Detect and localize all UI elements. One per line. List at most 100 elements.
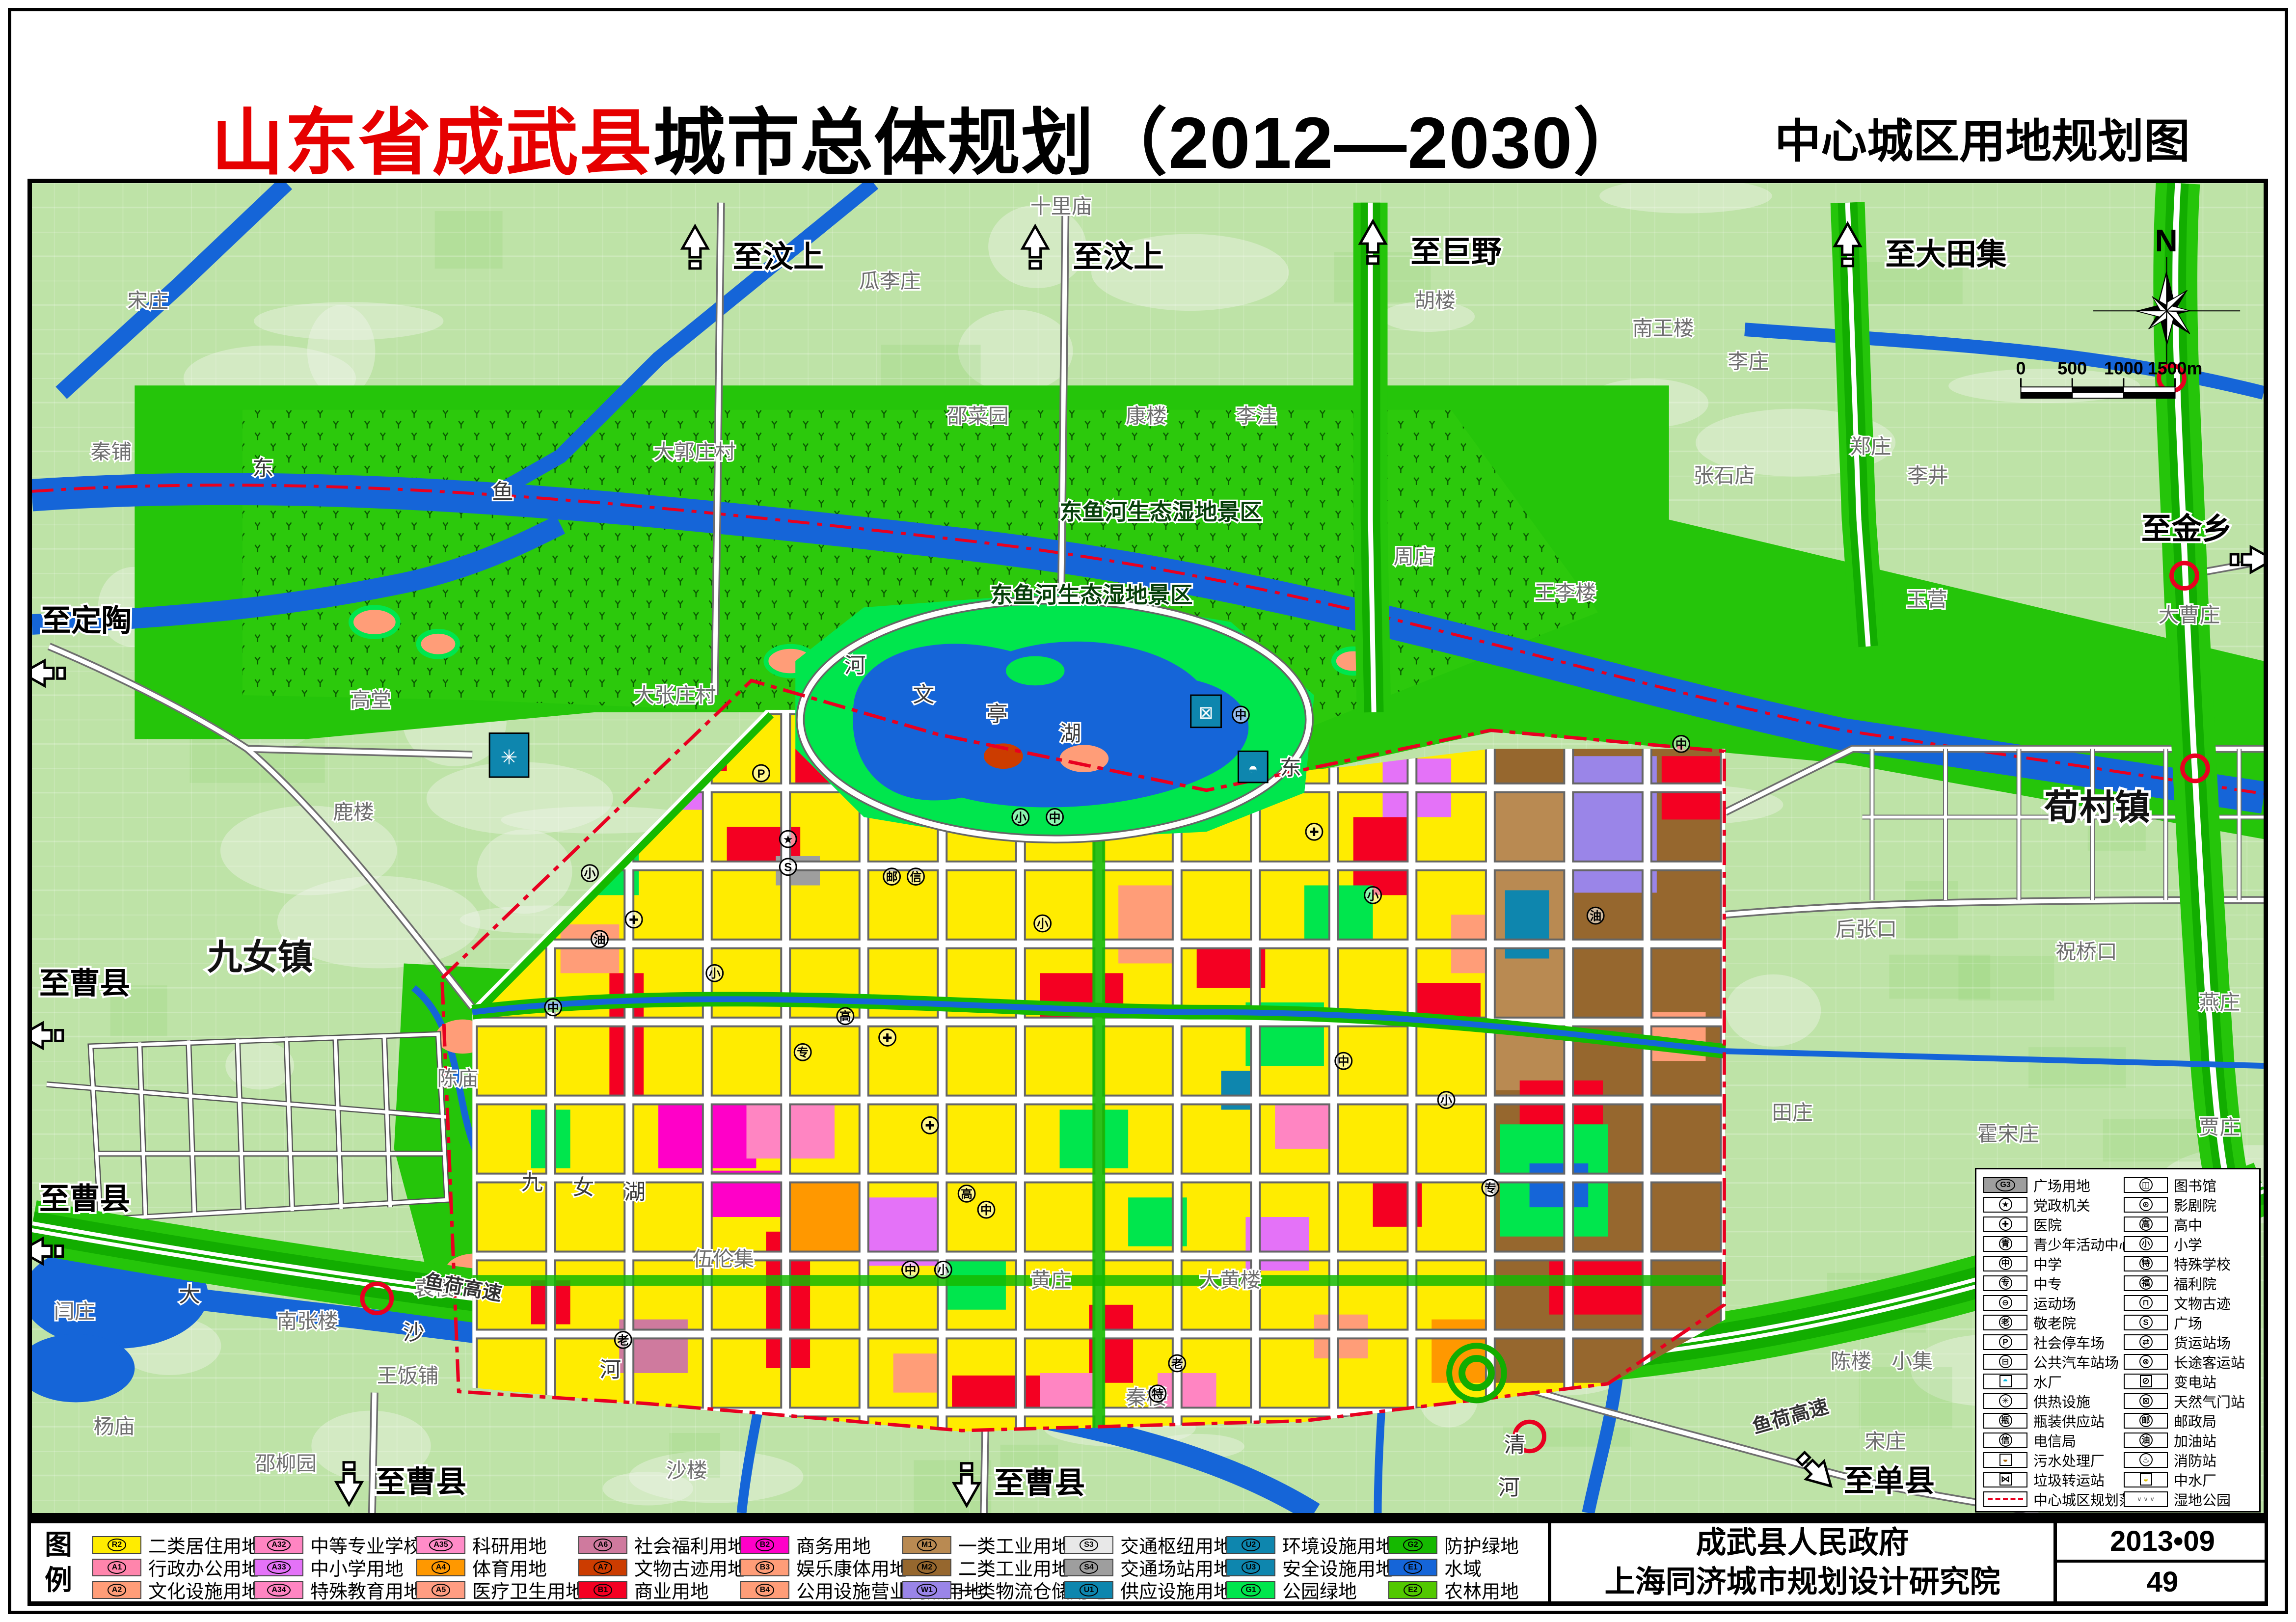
facility-symbol: ✚: [1305, 822, 1324, 841]
map-legend-label: 党政机关: [2033, 1198, 2091, 1214]
svg-text:特: 特: [1152, 1388, 1163, 1401]
facility-symbol: ★: [779, 830, 797, 848]
facility-symbol: 小: [1364, 886, 1382, 904]
square-icon: ◒: [2124, 1471, 2168, 1487]
landuse-patch: [1118, 885, 1172, 964]
map-label: 河: [844, 653, 866, 677]
circle-icon: 福: [2124, 1275, 2168, 1291]
map-legend-row: ⊗ 长途客运站: [2124, 1352, 2245, 1371]
legend-caption: 图 例: [45, 1529, 72, 1595]
circle-icon: 专: [1983, 1275, 2027, 1291]
legend-swatch: B3: [740, 1558, 789, 1576]
svg-text:油: 油: [1590, 910, 1601, 923]
map-legend-label: 运动场: [2033, 1296, 2077, 1312]
map-legend-row: 邮邮政局: [2124, 1411, 2216, 1430]
government-name: 成武县人民政府: [1696, 1525, 1909, 1560]
svg-text:小: 小: [1037, 918, 1049, 931]
map-legend-label: 长途客运站: [2174, 1355, 2245, 1371]
circle-icon: S: [2124, 1314, 2168, 1330]
map-label: 黄庄: [1030, 1269, 1072, 1292]
map-label: 田庄: [1772, 1101, 1813, 1124]
map-legend-row: 专中专: [1983, 1273, 2062, 1293]
facility-symbol: 高: [957, 1184, 976, 1203]
page-subtitle: 中心城区用地规划图: [1775, 115, 2190, 167]
direction-label: 至曹县: [376, 1465, 466, 1499]
map-legend-label: 高中: [2174, 1217, 2203, 1234]
legend-label: 科研用地: [472, 1537, 547, 1557]
map-legend-label: 广场: [2174, 1316, 2203, 1332]
map-legend-label: 垃圾转运站: [2033, 1473, 2105, 1489]
legend-item: A5 医疗卫生用地: [416, 1576, 584, 1603]
map-legend-label: 中学: [2033, 1257, 2062, 1273]
legend-label: 环境设施用地: [1282, 1537, 1395, 1557]
map-legend-row: 中中学: [1983, 1254, 2062, 1273]
legend-swatch: E1: [1388, 1558, 1437, 1576]
legend-swatch: B1: [578, 1581, 627, 1599]
boundary-along-river: [32, 484, 2264, 795]
svg-text:★: ★: [783, 833, 793, 846]
map-label: 湖: [1060, 722, 1081, 746]
map-label: 大: [179, 1283, 200, 1307]
map-label: 秦铺: [91, 440, 132, 463]
legend-item: M2 二类工业用地: [902, 1554, 1070, 1581]
map-legend-label: 文物古迹: [2174, 1296, 2231, 1312]
map-legend-label: 货运站场: [2174, 1335, 2231, 1352]
map-label: 祝桥口: [2055, 940, 2117, 963]
lecheng-river-corridor: [471, 992, 2264, 1069]
map-label: 李洼: [1236, 405, 1277, 428]
facility-symbol: 老: [614, 1330, 632, 1349]
legend-item: R2 二类居住用地: [92, 1531, 260, 1558]
map-label: 贾庄: [2199, 1115, 2240, 1138]
circle-icon: 高: [2124, 1216, 2168, 1232]
legend-label: 文化设施用地: [148, 1582, 261, 1602]
legend-swatch: A5: [416, 1581, 465, 1599]
svg-text:信: 信: [910, 870, 921, 884]
legend-item: M1 一类工业用地: [902, 1531, 1070, 1558]
legend-item: B4 公用设施营业网点用地: [740, 1576, 983, 1603]
direction-marker: 至曹县: [954, 1463, 1087, 1506]
direction-label: 至巨野: [1410, 235, 1502, 269]
direction-marker: 至大田集: [1835, 223, 2009, 273]
square-icon: ⋈: [1983, 1471, 2027, 1487]
map-label: 荀村镇: [2044, 788, 2150, 827]
facility-symbol: 中: [544, 998, 563, 1017]
legend-label: 娱乐康体用地: [796, 1559, 909, 1580]
svg-text:中: 中: [1235, 709, 1246, 722]
map-label: 张石店: [1694, 464, 1756, 487]
map-label: 东鱼河生态湿地景区: [1060, 500, 1263, 525]
circle-icon: ⊗: [2124, 1353, 2168, 1370]
circle-icon: 邮: [2124, 1412, 2168, 1429]
river-dongyu: [32, 473, 2264, 814]
svg-text:中: 中: [980, 1204, 992, 1217]
legend-swatch: U3: [1226, 1558, 1275, 1576]
legend-item: A4 体育用地: [416, 1554, 547, 1581]
map-legend-label: 中专: [2033, 1276, 2062, 1293]
circle-icon: P: [1983, 1334, 2027, 1350]
legend-swatch: A32: [254, 1536, 303, 1554]
map-label: 霍宋庄: [1977, 1122, 2039, 1145]
title-plan: 城市总体规划（2012—2030）: [653, 103, 1647, 184]
map-label: 宋庄: [127, 289, 168, 312]
svg-text:中: 中: [1338, 1055, 1350, 1068]
map-label: 周店: [1393, 545, 1434, 568]
landuse-patch: [1529, 1163, 1589, 1208]
facility-symbol: 小: [934, 1260, 952, 1279]
map-label: 伍伦集: [693, 1247, 755, 1270]
map-legend-row: 特特殊学校: [2124, 1254, 2231, 1273]
circle-icon: 青: [1983, 1236, 2027, 1252]
map-label: 南张楼: [276, 1310, 338, 1333]
map-legend-label: 瓶装供应站: [2033, 1414, 2105, 1430]
circle-icon: 特: [2124, 1255, 2168, 1271]
direction-marker: 至定陶: [32, 602, 134, 686]
svg-text:老: 老: [617, 1334, 629, 1347]
map-legend-label: 消防站: [2174, 1453, 2217, 1469]
svg-text:小: 小: [937, 1264, 949, 1277]
legend-item: A6 社会福利用地: [578, 1531, 746, 1558]
map-label: 高堂: [350, 688, 391, 711]
legend-swatch: A35: [416, 1536, 465, 1554]
facility-symbol: 专: [1481, 1179, 1500, 1197]
circle-icon: 瓶: [1983, 1412, 2027, 1429]
